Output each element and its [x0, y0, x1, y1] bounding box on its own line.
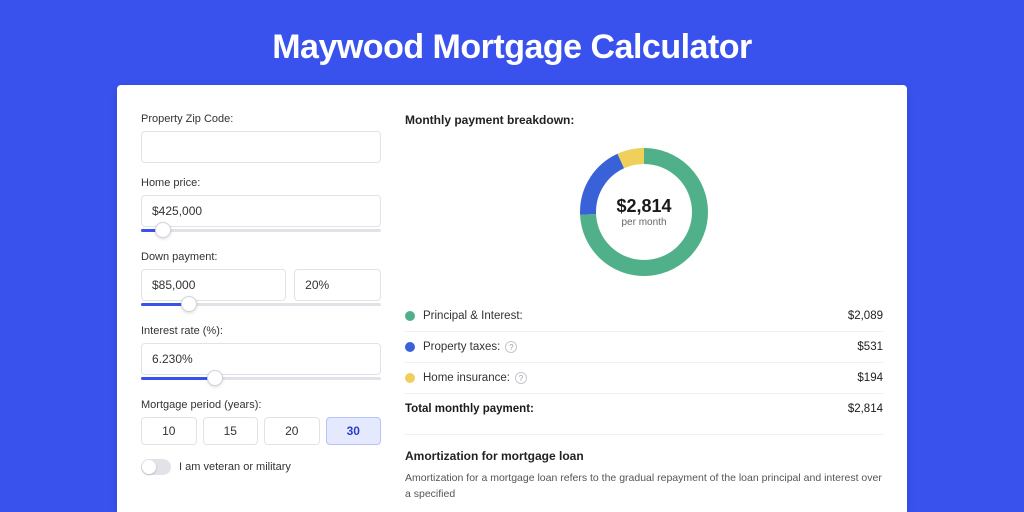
- interest-rate-input[interactable]: [141, 343, 381, 375]
- mortgage-period-label: Mortgage period (years):: [141, 399, 381, 411]
- mortgage-period-field-group: Mortgage period (years): 10152030: [141, 399, 381, 445]
- donut-amount: $2,814: [616, 196, 671, 217]
- down-payment-field-group: Down payment:: [141, 251, 381, 311]
- breakdown-panel: Monthly payment breakdown: $2,814 per mo…: [405, 113, 883, 503]
- interest-rate-label: Interest rate (%):: [141, 325, 381, 337]
- home-price-slider[interactable]: [141, 225, 381, 237]
- slider-thumb[interactable]: [181, 296, 197, 312]
- down-payment-slider[interactable]: [141, 299, 381, 311]
- info-icon[interactable]: ?: [505, 341, 517, 353]
- veteran-toggle[interactable]: [141, 459, 171, 475]
- period-button-20[interactable]: 20: [264, 417, 320, 445]
- breakdown-value: $2,089: [848, 310, 883, 322]
- breakdown-row: Home insurance:?$194: [405, 363, 883, 393]
- amortization-text: Amortization for a mortgage loan refers …: [405, 471, 883, 503]
- slider-thumb[interactable]: [207, 370, 223, 386]
- breakdown-value: $531: [857, 341, 883, 353]
- total-row: Total monthly payment: $2,814: [405, 393, 883, 424]
- amortization-section: Amortization for mortgage loan Amortizat…: [405, 434, 883, 503]
- breakdown-label: Home insurance:?: [423, 372, 857, 384]
- slider-thumb[interactable]: [155, 222, 171, 238]
- home-price-input[interactable]: [141, 195, 381, 227]
- donut-center: $2,814 per month: [580, 148, 708, 276]
- breakdown-row: Property taxes:?$531: [405, 332, 883, 363]
- zip-input[interactable]: [141, 131, 381, 163]
- breakdown-row: Principal & Interest:$2,089: [405, 301, 883, 332]
- page-title: Maywood Mortgage Calculator: [0, 0, 1024, 85]
- down-payment-input[interactable]: [141, 269, 286, 301]
- amortization-title: Amortization for mortgage loan: [405, 449, 883, 463]
- legend-dot: [405, 342, 415, 352]
- home-price-field-group: Home price:: [141, 177, 381, 237]
- donut-chart: $2,814 per month: [405, 137, 883, 287]
- form-panel: Property Zip Code: Home price: Down paym…: [141, 113, 381, 503]
- home-price-label: Home price:: [141, 177, 381, 189]
- legend-dot: [405, 311, 415, 321]
- breakdown-label: Principal & Interest:: [423, 310, 848, 322]
- period-button-15[interactable]: 15: [203, 417, 259, 445]
- period-button-30[interactable]: 30: [326, 417, 382, 445]
- calculator-card: Property Zip Code: Home price: Down paym…: [117, 85, 907, 512]
- breakdown-label: Property taxes:?: [423, 341, 857, 353]
- zip-field-group: Property Zip Code:: [141, 113, 381, 163]
- toggle-knob: [142, 460, 156, 474]
- total-value: $2,814: [848, 403, 883, 415]
- interest-rate-field-group: Interest rate (%):: [141, 325, 381, 385]
- total-label: Total monthly payment:: [405, 403, 848, 415]
- breakdown-heading: Monthly payment breakdown:: [405, 113, 883, 127]
- down-payment-label: Down payment:: [141, 251, 381, 263]
- info-icon[interactable]: ?: [515, 372, 527, 384]
- veteran-label: I am veteran or military: [179, 461, 291, 473]
- down-payment-percent-input[interactable]: [294, 269, 381, 301]
- legend-dot: [405, 373, 415, 383]
- veteran-toggle-row: I am veteran or military: [141, 459, 381, 475]
- donut-subtext: per month: [621, 217, 666, 228]
- breakdown-value: $194: [857, 372, 883, 384]
- interest-rate-slider[interactable]: [141, 373, 381, 385]
- zip-label: Property Zip Code:: [141, 113, 381, 125]
- period-button-10[interactable]: 10: [141, 417, 197, 445]
